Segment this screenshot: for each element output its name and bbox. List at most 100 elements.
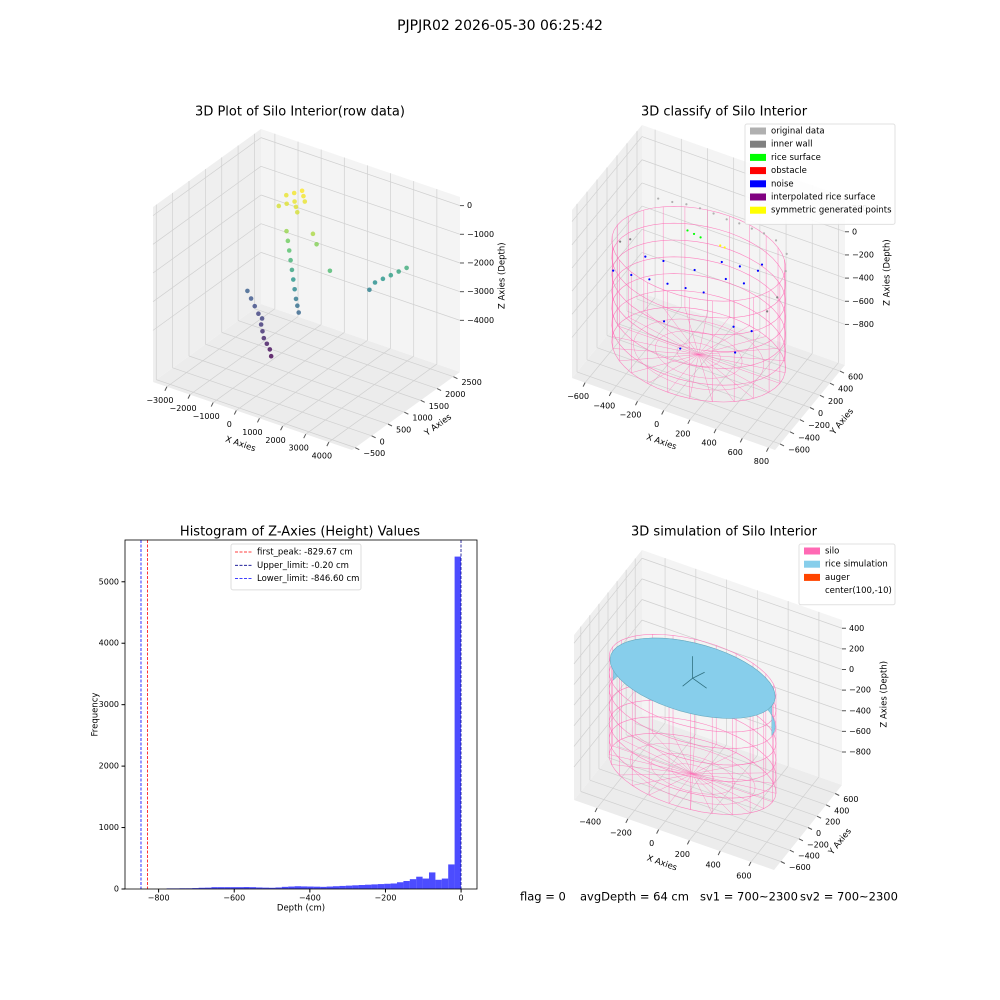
x-tick	[303, 433, 307, 439]
y-tick	[819, 394, 825, 398]
bar	[198, 887, 205, 889]
silo-floor-spoke	[689, 354, 699, 399]
point	[738, 222, 741, 225]
point	[698, 207, 702, 210]
x-tick-label: 800	[754, 457, 769, 466]
y-tick	[355, 447, 360, 451]
chart-title: 3D classify of Silo Interior	[641, 105, 808, 120]
x-tick-label: −3000	[146, 396, 173, 405]
bar	[217, 887, 225, 889]
bar	[409, 879, 417, 889]
y-tick-label: −500	[363, 449, 385, 458]
legend-label: Lower_limit: -846.60 cm	[257, 574, 359, 584]
y-tick-label: 1000	[99, 823, 119, 832]
legend-label: center(100,-10)	[825, 586, 892, 596]
pane-bottom	[153, 304, 460, 450]
grid-line	[641, 252, 846, 325]
point	[367, 287, 372, 293]
grid-line	[616, 745, 818, 817]
legend-box	[230, 543, 362, 591]
bar	[339, 885, 346, 889]
point	[732, 325, 735, 328]
point	[292, 286, 297, 292]
point	[612, 269, 615, 272]
y-tick	[834, 793, 840, 796]
grid-line	[626, 734, 827, 806]
bar	[294, 886, 301, 889]
y-tick-label: 600	[843, 795, 858, 804]
y-tick	[436, 388, 442, 391]
point	[738, 265, 741, 268]
z-tick-label: 0	[467, 201, 472, 210]
y-tick-label: 2500	[461, 378, 481, 387]
point	[256, 311, 261, 317]
silo-floor-spoke	[652, 733, 693, 775]
auger	[692, 677, 707, 689]
bar	[384, 883, 391, 889]
point	[774, 239, 778, 242]
bar	[268, 887, 276, 889]
grid-line	[571, 136, 643, 222]
grid-line	[152, 166, 262, 245]
silo-floor-spoke	[692, 773, 713, 814]
y-tick-label: −600	[788, 445, 810, 454]
point	[784, 269, 787, 273]
silo-floor-spoke	[662, 307, 699, 355]
point	[686, 229, 689, 232]
legend-label: auger	[825, 573, 850, 583]
bar	[377, 884, 385, 889]
x-tick	[326, 441, 330, 447]
grid-line	[616, 323, 821, 396]
grid-line	[641, 619, 843, 691]
x-tick	[656, 829, 660, 834]
silo-floor-spoke	[698, 310, 708, 355]
x-tick	[233, 410, 237, 415]
x-tick	[687, 419, 691, 425]
bar	[345, 885, 353, 889]
legend-label: interpolated rice surface	[771, 193, 876, 203]
silo-floor-spoke	[692, 773, 733, 815]
point	[742, 282, 746, 285]
point	[750, 227, 753, 230]
grid-line	[641, 578, 843, 650]
silo-floor-spoke	[612, 348, 699, 355]
point	[648, 278, 651, 281]
grid-line	[260, 137, 461, 206]
silo-floor-spoke	[692, 772, 766, 775]
point	[327, 268, 333, 274]
silo-floor-spoke	[619, 773, 693, 776]
y-tick-label: 600	[848, 373, 863, 382]
auger	[692, 671, 705, 679]
annotation: avgDepth = 64 cm	[580, 890, 689, 904]
z-tick-label: −200	[852, 250, 874, 259]
y-tick	[807, 827, 813, 830]
y-tick-label: 1500	[429, 402, 449, 411]
y-tick	[420, 399, 425, 403]
point	[684, 286, 687, 290]
y-tick-label: 0	[380, 437, 385, 446]
x-tick	[686, 840, 690, 845]
silo-floor-spoke	[668, 773, 693, 804]
chart-title: Histogram of Z-Axies (Height) Values	[180, 525, 420, 540]
point	[248, 296, 254, 301]
grid-line	[580, 791, 781, 862]
grid-line	[259, 340, 368, 419]
grid-line	[596, 347, 801, 420]
point	[301, 193, 306, 199]
silo-floor-spoke	[698, 325, 750, 355]
silo-floor-spoke	[628, 316, 699, 355]
point	[290, 277, 296, 282]
z-tick-label: 0	[852, 227, 857, 236]
y-tick	[780, 861, 786, 864]
y-tick	[816, 815, 822, 819]
point	[756, 269, 760, 272]
z-tick-label: −600	[852, 297, 874, 306]
bar	[307, 886, 314, 889]
bar	[211, 887, 218, 889]
point	[295, 303, 300, 309]
point	[723, 246, 726, 249]
bar	[236, 887, 244, 889]
grid-line	[573, 681, 643, 768]
x-tick	[608, 391, 612, 397]
point	[267, 347, 273, 352]
